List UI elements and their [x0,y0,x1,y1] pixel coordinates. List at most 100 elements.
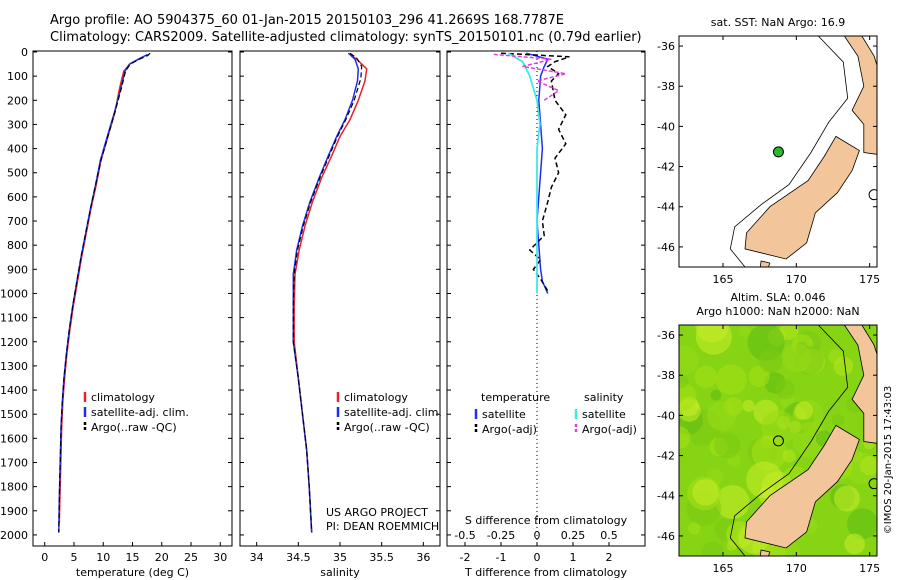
sla-field-blob [695,325,729,343]
map-lat-label: -40 [657,409,675,422]
temperature-diff-satellite-line [525,52,549,294]
sla-field-blob [831,413,845,427]
sla-field-blob [692,478,719,506]
salinity-difference-axis-label: S difference from climatology [465,514,628,527]
depth-tick-label: 1000 [0,287,28,300]
sla-field-blob [833,356,854,377]
south-island-land [744,135,860,260]
depth-tick-label: 500 [7,167,28,180]
salinity-diff-satellite-line [507,52,541,294]
depth-tick-label: 1200 [0,336,28,349]
sla-field-blob [694,365,718,389]
sla-field-blob [715,364,747,396]
stewart-island-land [759,260,771,267]
temperature-diff-argo-line [500,52,570,292]
sla-field-blob [792,422,828,458]
depth-tick-label: 1500 [0,408,28,421]
salinity-legend-climatology-label: climatology [344,391,408,404]
sla-field-blob [724,396,744,416]
depth-tick-label: 2000 [0,529,28,542]
diff-legend-s-argo-label: Argo(-adj) [582,423,637,436]
depth-tick-label: 1300 [0,360,28,373]
sla-field-blob [833,485,860,512]
sla-field-blob [782,449,796,463]
temperature-x-tick-label: 30 [213,551,227,564]
depth-tick-label: 600 [7,191,28,204]
salinity-climatology-line [293,53,368,533]
temperature-legend-satellite-label: satellite-adj. clim. [91,406,189,419]
salinity-x-axis-label: salinity [320,566,360,579]
temperature-climatology-line [58,56,144,523]
sla-field-blob [775,379,796,400]
map-lat-label: -44 [657,201,675,214]
depth-tick-label: 1100 [0,312,28,325]
salinity-difference-tick-label: -0.5 [454,529,475,542]
difference-x-axis-label: T difference from climatology [464,566,627,579]
depth-tick-label: 100 [7,70,28,83]
difference-plot-frame [446,50,646,547]
depth-tick-label: 900 [7,263,28,276]
salinity-diff-argo-line [493,53,566,101]
salinity-plot-frame [239,50,441,547]
salinity-difference-tick-label: 0.25 [561,529,586,542]
sla-field-blob [758,349,783,373]
salinity-legend-title: salinity [584,391,624,404]
map-lon-label: 165 [713,273,734,286]
depth-tick-label: 700 [7,215,28,228]
shelf-contour [729,36,849,267]
sla-field-blob [679,345,699,376]
sla-map-group: -36 -38 -40 -42 -44 -46 165 170 175 [657,324,880,575]
map-lon-label: 170 [786,273,807,286]
depth-tick-label: 0 [21,46,28,59]
sla-map-frame [678,324,878,557]
depth-tick-label: 400 [7,143,28,156]
map-lon-label: 175 [859,273,880,286]
sla-field-blob [710,389,722,401]
sla-map-title-line1: Altim. SLA: 0.046 [730,291,825,304]
temperature-x-tick-label: 20 [155,551,169,564]
depth-tick-label: 1400 [0,384,28,397]
sla-field-blob [746,461,784,499]
salinity-x-tick-label: 34.5 [286,551,311,564]
sla-field-blob [701,541,724,556]
imos-watermark: ©IMOS 20-Jan-2015 17:43:03 [883,386,894,534]
salinity-x-tick-label: 34 [250,551,264,564]
sla-field-blob [714,432,741,459]
temperature-plot-frame [32,50,233,547]
shelf-contour [729,325,849,556]
map-lat-label: -36 [657,40,675,53]
sla-field-blob [794,401,814,420]
north-island-land [843,325,877,444]
difference-x-tick-label: 0 [534,551,541,564]
map-lat-label: -44 [657,490,675,503]
sst-map-title: sat. SST: NaN Argo: 16.9 [711,16,845,29]
difference-x-tick-label: 2 [606,551,613,564]
temperature-argo-line [58,52,151,533]
temperature-x-tick-label: 5 [70,551,77,564]
map-lon-label: 175 [859,562,880,575]
sla-field-blob [679,382,697,411]
argo-float-marker [772,146,784,158]
diff-legend-t-argo-label: Argo(-adj) [482,423,537,436]
salinity-difference-tick-label: 0.5 [600,529,618,542]
figure-title-line2: Climatology: CARS2009. Satellite-adjuste… [50,30,642,45]
stewart-island-land [759,549,771,556]
depth-tick-label: 1900 [0,505,28,518]
difference-x-tick-label: -2 [460,551,471,564]
argo-float-marker [772,435,784,447]
salinity-legend-argo-label: Argo(..raw -QC) [344,421,430,434]
salinity-argo-line [292,52,363,533]
salinity-x-tick-label: 35.5 [369,551,394,564]
reference-circle [868,478,877,490]
depth-tick-label: 800 [7,239,28,252]
sla-field-blob [688,522,701,535]
temperature-x-tick-label: 15 [126,551,140,564]
temperature-x-tick-label: 0 [41,551,48,564]
reference-circle [868,189,877,201]
sst-map-group: -36 -38 -40 -42 -44 -46 165 170 175 [657,35,880,286]
map-lat-label: -38 [657,80,675,93]
sla-field-blob [847,508,877,540]
difference-x-tick-label: 1 [570,551,577,564]
sla-field-blob [844,533,865,555]
